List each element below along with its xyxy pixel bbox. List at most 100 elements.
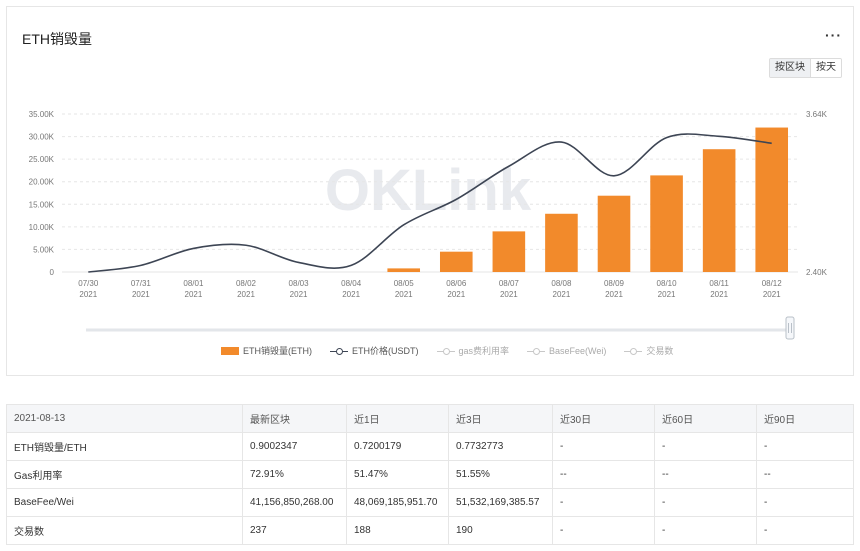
left-axis-tick-label: 15.00K (29, 200, 55, 209)
bar (650, 175, 683, 272)
left-axis-tick-label: 20.00K (29, 178, 55, 187)
table-row: 交易数 237 188 190 - - - (6, 516, 854, 545)
row-label: BaseFee/Wei (6, 488, 243, 517)
x-tick-year-label: 2021 (605, 290, 623, 299)
left-axis-tick-label: 25.00K (29, 155, 55, 164)
zoom-slider[interactable] (86, 316, 795, 340)
table-cell: - (756, 516, 854, 545)
stats-table: 2021-08-13 最新区块 近1日 近3日 近30日 近60日 近90日 E… (6, 404, 854, 545)
x-tick-year-label: 2021 (500, 290, 518, 299)
table-cell: - (654, 488, 757, 517)
table-row: Gas利用率 72.91% 51.47% 51.55% -- -- -- (6, 460, 854, 489)
line-swatch-icon (527, 347, 546, 355)
bar (545, 213, 578, 272)
bar (702, 149, 736, 272)
header-date: 2021-08-13 (6, 404, 243, 433)
header-latest-block: 最新区块 (242, 404, 347, 433)
left-axis-tick-label: 0 (50, 268, 55, 277)
table-cell: - (654, 516, 757, 545)
card-title: ETH销毁量 (22, 31, 92, 47)
x-tick-label: 08/01 (183, 279, 204, 288)
table-cell: 51.47% (346, 460, 449, 489)
header-3d: 近3日 (448, 404, 553, 433)
x-tick-label: 08/09 (604, 279, 625, 288)
x-tick-label: 08/08 (551, 279, 572, 288)
x-tick-year-label: 2021 (237, 290, 255, 299)
table-cell: 0.7200179 (346, 432, 449, 461)
table-cell: - (552, 516, 655, 545)
table-cell: 190 (448, 516, 553, 545)
table-cell: 51,532,169,385.57 (448, 488, 553, 517)
burn-chart: OKLink 05.00K10.00K15.00K20.00K25.00K30.… (29, 110, 828, 340)
legend-item-basefee[interactable]: BaseFee(Wei) (527, 344, 606, 357)
x-tick-year-label: 2021 (342, 290, 360, 299)
x-tick-label: 07/30 (78, 279, 99, 288)
legend-item-price[interactable]: ETH价格(USDT) (330, 344, 419, 357)
x-tick-year-label: 2021 (132, 290, 150, 299)
bar-swatch-icon (221, 346, 239, 355)
legend-item-gas[interactable]: gas费利用率 (436, 344, 510, 357)
x-tick-year-label: 2021 (290, 290, 308, 299)
x-tick-year-label: 2021 (553, 290, 571, 299)
left-axis-tick-label: 5.00K (33, 245, 55, 254)
table-cell: 48,069,185,951.70 (346, 488, 449, 517)
legend-label: gas费利用率 (458, 346, 510, 356)
bar (492, 231, 526, 272)
header-1d: 近1日 (346, 404, 449, 433)
toggle-by-day-button[interactable]: 按天 (811, 59, 841, 77)
row-label: ETH销毁量/ETH (6, 432, 243, 461)
x-tick-label: 07/31 (131, 279, 152, 288)
x-tick-label: 08/10 (657, 279, 678, 288)
bar (387, 268, 421, 272)
x-tick-label: 08/07 (499, 279, 520, 288)
granularity-toggle: 按区块 按天 (769, 58, 842, 78)
toggle-by-block-button[interactable]: 按区块 (770, 59, 811, 77)
right-axis-tick-label: 3.64K (806, 110, 828, 119)
table-cell: 51.55% (448, 460, 553, 489)
table-cell: -- (756, 460, 854, 489)
price-line (88, 133, 772, 273)
x-tick-year-label: 2021 (185, 290, 203, 299)
table-cell: - (756, 432, 854, 461)
legend-item-tx-count[interactable]: 交易数 (624, 344, 673, 357)
table-cell: - (654, 432, 757, 461)
x-tick-year-label: 2021 (658, 290, 676, 299)
x-tick-label: 08/06 (446, 279, 467, 288)
row-label: 交易数 (6, 516, 243, 545)
table-cell: 0.7732773 (448, 432, 553, 461)
x-tick-label: 08/05 (394, 279, 415, 288)
x-tick-label: 08/02 (236, 279, 257, 288)
legend-label: BaseFee(Wei) (549, 345, 607, 356)
row-label: Gas利用率 (6, 460, 243, 489)
header-90d: 近90日 (756, 404, 854, 433)
table-row: ETH销毁量/ETH 0.9002347 0.7200179 0.7732773… (6, 432, 854, 461)
table-row: BaseFee/Wei 41,156,850,268.00 48,069,185… (6, 488, 854, 517)
legend-item-burn[interactable]: ETH销毁量(ETH) (221, 344, 312, 357)
x-tick-year-label: 2021 (763, 290, 781, 299)
zoom-handle[interactable] (785, 316, 795, 340)
chart-legend: ETH销毁量(ETH) ETH价格(USDT) gas费利用率 BaseFee(… (221, 344, 673, 357)
x-tick-year-label: 2021 (395, 290, 413, 299)
left-axis-tick-label: 10.00K (29, 223, 55, 232)
table-cell: 188 (346, 516, 449, 545)
x-tick-year-label: 2021 (79, 290, 97, 299)
legend-label: ETH销毁量(ETH) (243, 346, 312, 356)
left-axis-tick-label: 30.00K (29, 133, 55, 142)
table-cell: - (756, 488, 854, 517)
left-axis-tick-label: 35.00K (29, 110, 55, 119)
table-cell: - (552, 432, 655, 461)
bar (439, 251, 473, 272)
x-tick-label: 08/12 (762, 279, 783, 288)
table-cell: -- (552, 460, 655, 489)
x-tick-label: 08/11 (709, 279, 729, 288)
legend-label: 交易数 (646, 346, 674, 356)
legend-label: ETH价格(USDT) (352, 346, 419, 356)
more-options-icon[interactable]: ··· (825, 27, 842, 43)
table-cell: -- (654, 460, 757, 489)
header-30d: 近30日 (552, 404, 655, 433)
line-swatch-icon (330, 347, 348, 355)
table-cell: 0.9002347 (242, 432, 347, 461)
x-tick-label: 08/03 (289, 279, 310, 288)
table-cell: - (552, 488, 655, 517)
table-cell: 41,156,850,268.00 (242, 488, 347, 517)
